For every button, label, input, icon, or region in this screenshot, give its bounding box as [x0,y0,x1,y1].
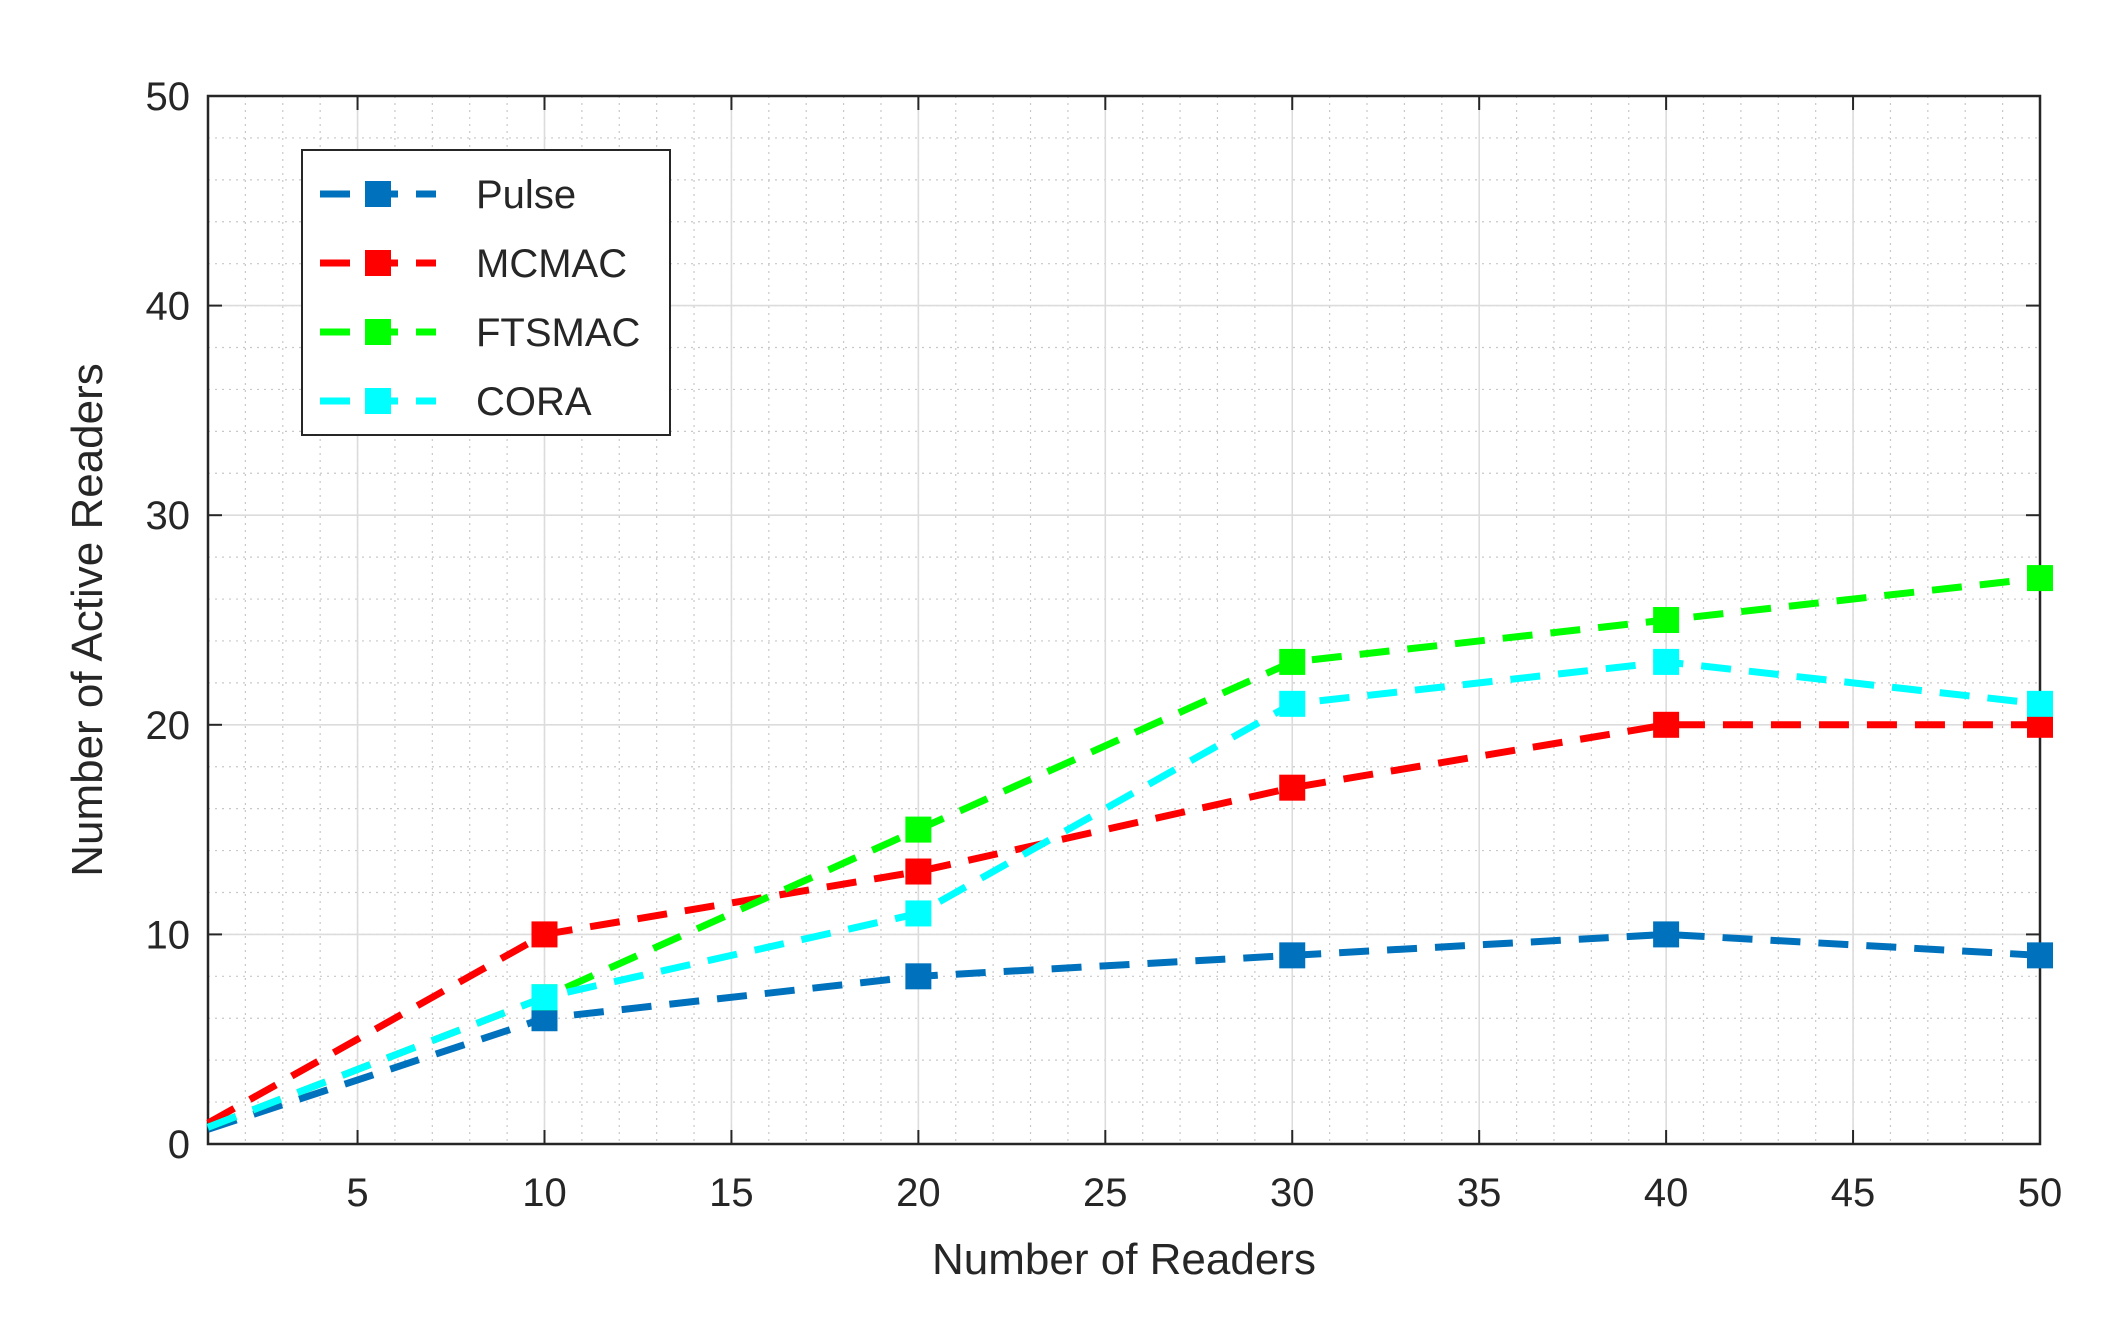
y-tick-label: 10 [146,913,191,957]
plot-frame [206,94,2042,1146]
x-tick-label: 5 [346,1171,368,1215]
data-point [531,984,558,1011]
data-point [2027,690,2053,717]
series-cora [206,648,2053,1131]
legend-label: FTSMAC [476,311,640,355]
data-point [1653,711,1680,738]
x-axis-ticks: 5 10 15 20 25 30 35 40 45 50 [346,96,2062,1215]
data-point [905,963,932,990]
legend-box [301,149,671,436]
legend-item-mcmac: MCMAC [320,242,627,286]
x-tick-label: 25 [1083,1171,1128,1215]
legend[interactable]: Pulse MCMAC FTSMAC CORA [301,149,671,436]
legend-swatch-marker [365,319,391,345]
x-tick-label: 20 [896,1171,941,1215]
y-tick-label: 20 [146,704,191,748]
series-mcmac [206,711,2053,1127]
legend-items: Pulse MCMAC FTSMAC CORA [320,173,640,424]
series-pulse [206,921,2053,1133]
legend-swatch-marker [365,181,391,207]
data-point [905,858,932,885]
x-tick-label: 30 [1270,1171,1315,1215]
legend-swatch-marker [365,388,391,414]
x-tick-label: 45 [1831,1171,1876,1215]
legend-item-pulse: Pulse [320,173,576,217]
x-axis-label: Number of Readers [932,1235,1316,1284]
x-tick-label: 15 [709,1171,754,1215]
data-point [1653,607,1680,633]
series-line [206,658,2041,1131]
data-point [1279,942,1306,969]
data-point [531,921,558,948]
legend-item-cora: CORA [320,380,592,424]
y-tick-label: 50 [146,75,191,119]
y-tick-label: 40 [146,285,191,329]
y-tick-label: 30 [146,494,191,538]
data-point [2027,942,2053,969]
series-line [206,721,2040,1127]
data-point [1279,774,1306,801]
data-point [905,900,932,927]
series-line [206,574,2041,1131]
y-axis-label: Number of Active Readers [63,363,112,877]
legend-item-ftsmac: FTSMAC [320,311,640,355]
x-tick-label: 40 [1644,1171,1689,1215]
data-point [905,816,932,843]
data-point [1279,690,1306,717]
data-point [1653,648,1680,675]
legend-swatch-marker [365,250,391,276]
y-axis-ticks: 0 10 20 30 40 50 [146,75,2040,1167]
series-layer [206,565,2053,1133]
y-tick-label: 0 [168,1123,190,1167]
data-point [1279,648,1306,675]
x-tick-label: 35 [1457,1171,1502,1215]
legend-label: Pulse [476,173,576,217]
data-point [1653,921,1680,948]
series-line [206,930,2041,1133]
data-point [2027,565,2053,592]
x-tick-label: 50 [2018,1171,2063,1215]
series-ftsmac [206,565,2053,1131]
x-tick-label: 10 [522,1171,567,1215]
legend-label: CORA [476,380,592,424]
legend-label: MCMAC [476,242,627,286]
